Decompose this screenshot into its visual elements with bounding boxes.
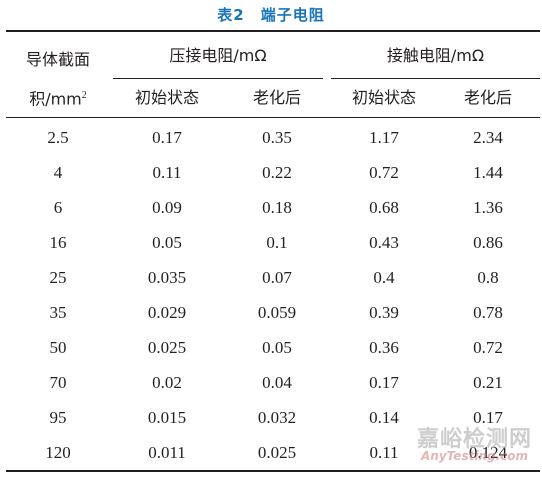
cell-conductor-area: 6 [53,198,63,217]
table-caption: 表2 端子电阻 [0,3,542,27]
cell-conductor-area: 16 [49,233,67,252]
cell-conductor-area: 95 [49,408,67,427]
cell-contact-aged: 0.124 [468,443,508,462]
cell-crimp-initial: 0.025 [147,338,187,357]
cell-contact-aged: 1.36 [473,198,503,217]
cell-crimp-aged: 0.1 [266,233,288,252]
header-rule [6,117,540,118]
cell-contact-aged: 0.8 [477,268,499,287]
cell-contact-initial: 0.39 [369,303,399,322]
contact-group-rule [331,78,540,79]
cell-contact-aged: 0.17 [473,408,503,427]
cell-contact-initial: 0.36 [369,338,399,357]
header-contact-initial: 初始状态 [351,88,416,107]
cell-conductor-area: 35 [49,303,67,322]
cell-contact-initial: 0.68 [369,198,399,217]
cell-crimp-aged: 0.35 [262,128,292,147]
table-row: 95 0.015 0.032 0.14 0.17 [6,400,540,435]
header-unit-superscript: 2 [81,90,87,101]
cell-contact-aged: 1.44 [473,163,503,182]
cell-conductor-area: 50 [49,338,67,357]
header-crimp-resistance: 压接电阻/mΩ [169,46,267,65]
cell-conductor-area: 70 [49,373,67,392]
cell-crimp-initial: 0.015 [147,408,187,427]
table-row: 4 0.11 0.22 0.72 1.44 [6,155,540,190]
crimp-group-rule [113,78,323,79]
cell-contact-aged: 0.86 [473,233,503,252]
cell-crimp-aged: 0.04 [262,373,292,392]
table-row: 6 0.09 0.18 0.68 1.36 [6,190,540,225]
table-title: 端子电阻 [260,6,325,24]
cell-contact-aged: 2.34 [473,128,503,147]
top-rule [6,30,540,32]
header-conductor-area-unit: 积/mm [29,89,82,109]
header-crimp-aged: 老化后 [252,88,301,107]
cell-crimp-initial: 0.035 [147,268,187,287]
cell-contact-aged: 0.21 [473,373,503,392]
table-number: 表2 [217,6,245,24]
header-conductor-area-line1: 导体截面 [25,50,90,69]
header-contact-resistance: 接触电阻/mΩ [386,46,485,65]
cell-crimp-aged: 0.18 [262,198,292,217]
cell-contact-aged: 0.78 [473,303,503,322]
table-row: 16 0.05 0.1 0.43 0.86 [6,225,540,260]
cell-crimp-aged: 0.025 [257,443,297,462]
table-row: 2.5 0.17 0.35 1.17 2.34 [6,120,540,155]
cell-crimp-aged: 0.05 [262,338,292,357]
table-row: 35 0.029 0.059 0.39 0.78 [6,295,540,330]
cell-crimp-aged: 0.032 [257,408,297,427]
cell-crimp-initial: 0.09 [152,198,182,217]
cell-contact-initial: 1.17 [369,128,399,147]
header-contact-aged: 老化后 [463,88,512,107]
table-row: 50 0.025 0.05 0.36 0.72 [6,330,540,365]
header-crimp-initial: 初始状态 [134,88,199,107]
table-row: 120 0.011 0.025 0.11 0.124 [6,435,540,470]
cell-conductor-area: 4 [53,163,63,182]
cell-contact-initial: 0.14 [369,408,399,427]
table-row: 25 0.035 0.07 0.4 0.8 [6,260,540,295]
cell-crimp-initial: 0.029 [147,303,187,322]
cell-contact-initial: 0.17 [369,373,399,392]
cell-contact-initial: 0.72 [369,163,399,182]
cell-crimp-initial: 0.17 [152,128,182,147]
cell-conductor-area: 2.5 [47,128,69,147]
cell-crimp-aged: 0.22 [262,163,292,182]
cell-conductor-area: 25 [49,268,67,287]
header-conductor-area-line2: 积/mm2 [6,84,110,108]
cell-crimp-aged: 0.07 [262,268,292,287]
cell-crimp-initial: 0.05 [152,233,182,252]
cell-contact-initial: 0.11 [369,443,399,462]
cell-crimp-initial: 0.11 [152,163,182,182]
cell-conductor-area: 120 [45,443,71,462]
table-row: 70 0.02 0.04 0.17 0.21 [6,365,540,400]
cell-crimp-initial: 0.011 [148,443,186,462]
cell-contact-initial: 0.4 [373,268,395,287]
cell-contact-aged: 0.72 [473,338,503,357]
cell-contact-initial: 0.43 [369,233,399,252]
cell-crimp-aged: 0.059 [257,303,297,322]
cell-crimp-initial: 0.02 [152,373,182,392]
bottom-rule [6,470,540,472]
